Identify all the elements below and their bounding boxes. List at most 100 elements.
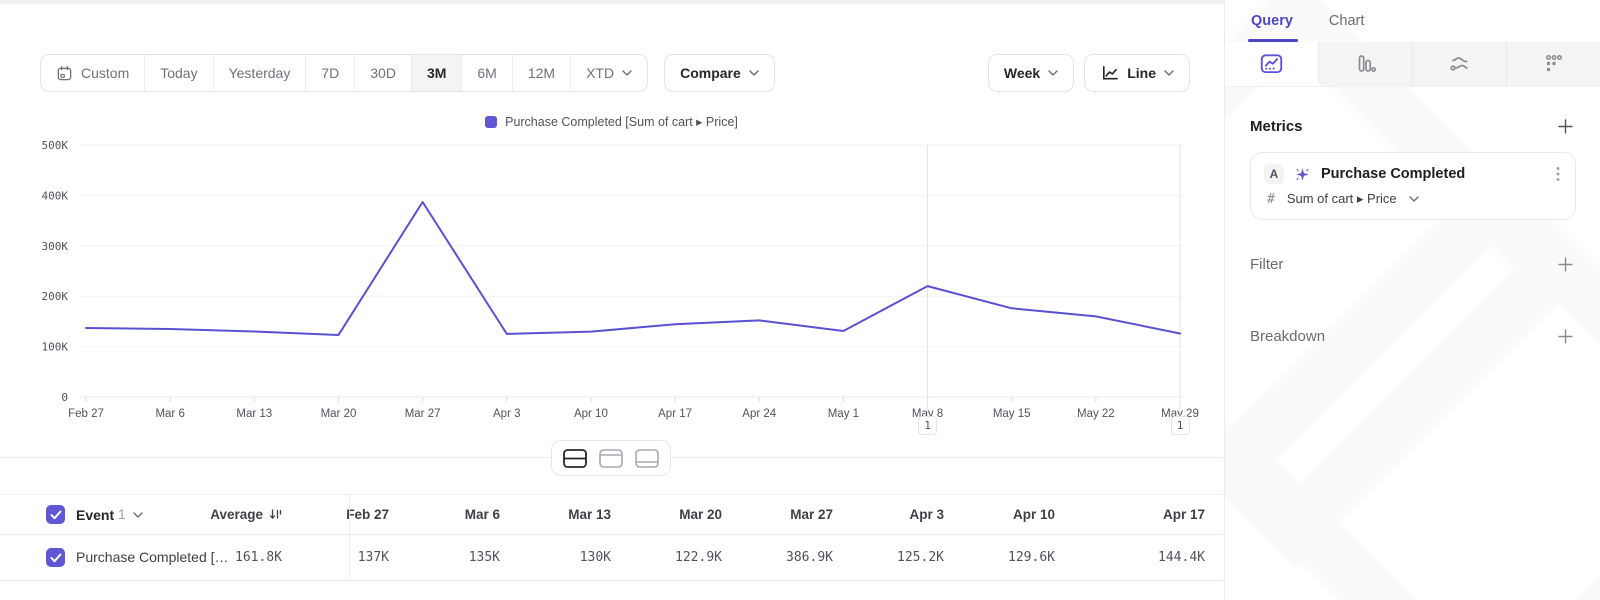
event-label: Event [76, 506, 115, 523]
svg-text:400K: 400K [42, 189, 69, 202]
number-property-icon: # [1267, 191, 1275, 207]
row-checkbox[interactable] [46, 548, 65, 567]
average-header-cell[interactable]: Average [196, 507, 296, 522]
tab-chart[interactable]: Chart [1328, 13, 1365, 29]
range-30d[interactable]: 30D [355, 55, 412, 91]
svg-text:Apr 10: Apr 10 [574, 408, 608, 420]
range-3m[interactable]: 3M [411, 55, 463, 91]
chevron-down-icon [1408, 196, 1419, 202]
line-chart[interactable]: 0 100K 200K 300K 400K 500K Feb 27 Mar 6 Mar 13 Ma… [0, 129, 1223, 441]
flows-icon [1449, 57, 1468, 71]
check-icon [50, 510, 61, 519]
filter-section-header: Filter [1250, 254, 1576, 275]
metric-letter-badge: A [1264, 164, 1284, 184]
svg-text:100K: 100K [42, 341, 69, 354]
breakdown-title: Breakdown [1250, 328, 1326, 345]
range-12m[interactable]: 12M [512, 55, 572, 91]
retention-dots-icon [1546, 55, 1562, 72]
chart-only-view-button[interactable] [597, 446, 625, 470]
event-header-label[interactable]: Event 1 [76, 507, 143, 523]
filter-title: Filter [1250, 256, 1284, 273]
select-all-checkbox[interactable] [46, 505, 65, 524]
range-label: 12M [527, 65, 556, 81]
chart-type-button[interactable]: Line [1084, 54, 1190, 92]
range-yesterday[interactable]: Yesterday [213, 55, 307, 91]
breakdown-section-header: Breakdown [1250, 326, 1576, 347]
svg-text:Feb 27: Feb 27 [68, 408, 104, 420]
metric-formula: Sum of cart ▸ Price [1286, 191, 1397, 206]
panel-tabs: Query Chart [1225, 0, 1600, 42]
svg-text:May 1: May 1 [828, 408, 859, 420]
chevron-down-icon [1164, 70, 1174, 76]
report-toolbar: Custom Today Yesterday 7D 30D 3M 6M 12M XTD Comp… [0, 54, 1223, 92]
legend-label: Purchase Completed [Sum of cart ▸ Price] [505, 115, 738, 129]
range-today[interactable]: Today [145, 55, 214, 91]
chart-type-trend-tab[interactable] [1225, 42, 1318, 86]
tab-query[interactable]: Query [1248, 13, 1298, 42]
compare-label: Compare [680, 65, 741, 81]
svg-text:500K: 500K [42, 139, 69, 152]
chart-type-retention-tab[interactable] [1506, 42, 1600, 86]
date-header-cell: Mar 6 [464, 507, 500, 522]
svg-text:May 22: May 22 [1077, 408, 1115, 420]
row-event-cell: Purchase Completed [Sum of cart ▸ Price] [0, 548, 230, 567]
granularity-button[interactable]: Week [987, 54, 1075, 92]
chevron-down-icon [622, 70, 632, 76]
range-label: 30D [370, 65, 396, 81]
report-main-area: Custom Today Yesterday 7D 30D 3M 6M 12M XTD Comp… [0, 4, 1223, 600]
svg-text:Mar 6: Mar 6 [155, 408, 184, 420]
svg-text:May 15: May 15 [993, 408, 1031, 420]
annotation-badge[interactable]: 1 [918, 416, 938, 435]
chart-type-bar-tab[interactable] [1318, 42, 1412, 86]
chevron-down-icon [132, 511, 143, 518]
granularity-label: Week [1003, 65, 1041, 81]
date-header-cell: Mar 27 [790, 507, 833, 522]
chart-type-label: Line [1127, 65, 1156, 81]
range-label: Today [160, 65, 198, 81]
metric-formula-row[interactable]: # Sum of cart ▸ Price [1264, 191, 1562, 207]
column-divider [349, 494, 350, 581]
svg-text:300K: 300K [42, 240, 69, 253]
svg-text:Mar 13: Mar 13 [236, 408, 272, 420]
date-value-cell: 386.9K [786, 550, 833, 565]
query-panel: Query Chart Metrics A Purchase Completed [1224, 0, 1600, 600]
legend-swatch [485, 115, 498, 128]
add-filter-button[interactable] [1555, 254, 1576, 275]
range-label: 7D [321, 65, 340, 81]
results-table: Event 1 Average Feb 27 Mar 6 Mar 13 Mar 20 M… [0, 494, 1223, 581]
add-metric-button[interactable] [1555, 116, 1576, 137]
chevron-down-icon [1048, 70, 1058, 76]
date-header-cell: Apr 17 [1162, 507, 1205, 522]
range-xtd[interactable]: XTD [571, 55, 648, 91]
date-value-cell: 144.4K [1158, 550, 1205, 565]
metric-card[interactable]: A Purchase Completed # Sum of cart ▸ Pri… [1250, 152, 1576, 220]
annotation-badge[interactable]: 1 [1170, 416, 1190, 435]
compare-button[interactable]: Compare [664, 54, 775, 92]
window-top-strip [0, 0, 1600, 4]
range-custom[interactable]: Custom [41, 55, 146, 91]
range-7d[interactable]: 7D [306, 55, 356, 91]
range-label: 6M [477, 65, 497, 81]
table-data-row[interactable]: Purchase Completed [Sum of cart ▸ Price]… [0, 535, 1223, 581]
plus-icon [1558, 119, 1573, 134]
date-value-cell: 130K [579, 550, 611, 565]
metric-name: Purchase Completed [1321, 166, 1466, 182]
date-range-group: Custom Today Yesterday 7D 30D 3M 6M 12M XTD [40, 54, 649, 92]
sparkle-event-icon [1296, 167, 1309, 181]
event-index: 1 [118, 507, 126, 522]
bar-chart-icon [1358, 55, 1376, 73]
add-breakdown-button[interactable] [1555, 326, 1576, 347]
date-value-cell: 137K [357, 550, 389, 565]
table-only-view-button[interactable] [633, 446, 661, 470]
date-value-cell: 135K [468, 550, 500, 565]
chart-type-flows-tab[interactable] [1412, 42, 1506, 86]
svg-text:Apr 3: Apr 3 [493, 408, 521, 420]
date-header-cell: Apr 3 [909, 507, 944, 522]
svg-text:Apr 17: Apr 17 [658, 408, 692, 420]
split-view-button[interactable] [561, 446, 589, 470]
date-headers: Feb 27 Mar 6 Mar 13 Mar 20 Mar 27 Apr 3 Apr 10… [296, 507, 1223, 522]
range-6m[interactable]: 6M [462, 55, 513, 91]
range-label: XTD [586, 65, 615, 81]
check-icon [50, 553, 61, 562]
metric-menu-button[interactable] [1554, 164, 1562, 184]
